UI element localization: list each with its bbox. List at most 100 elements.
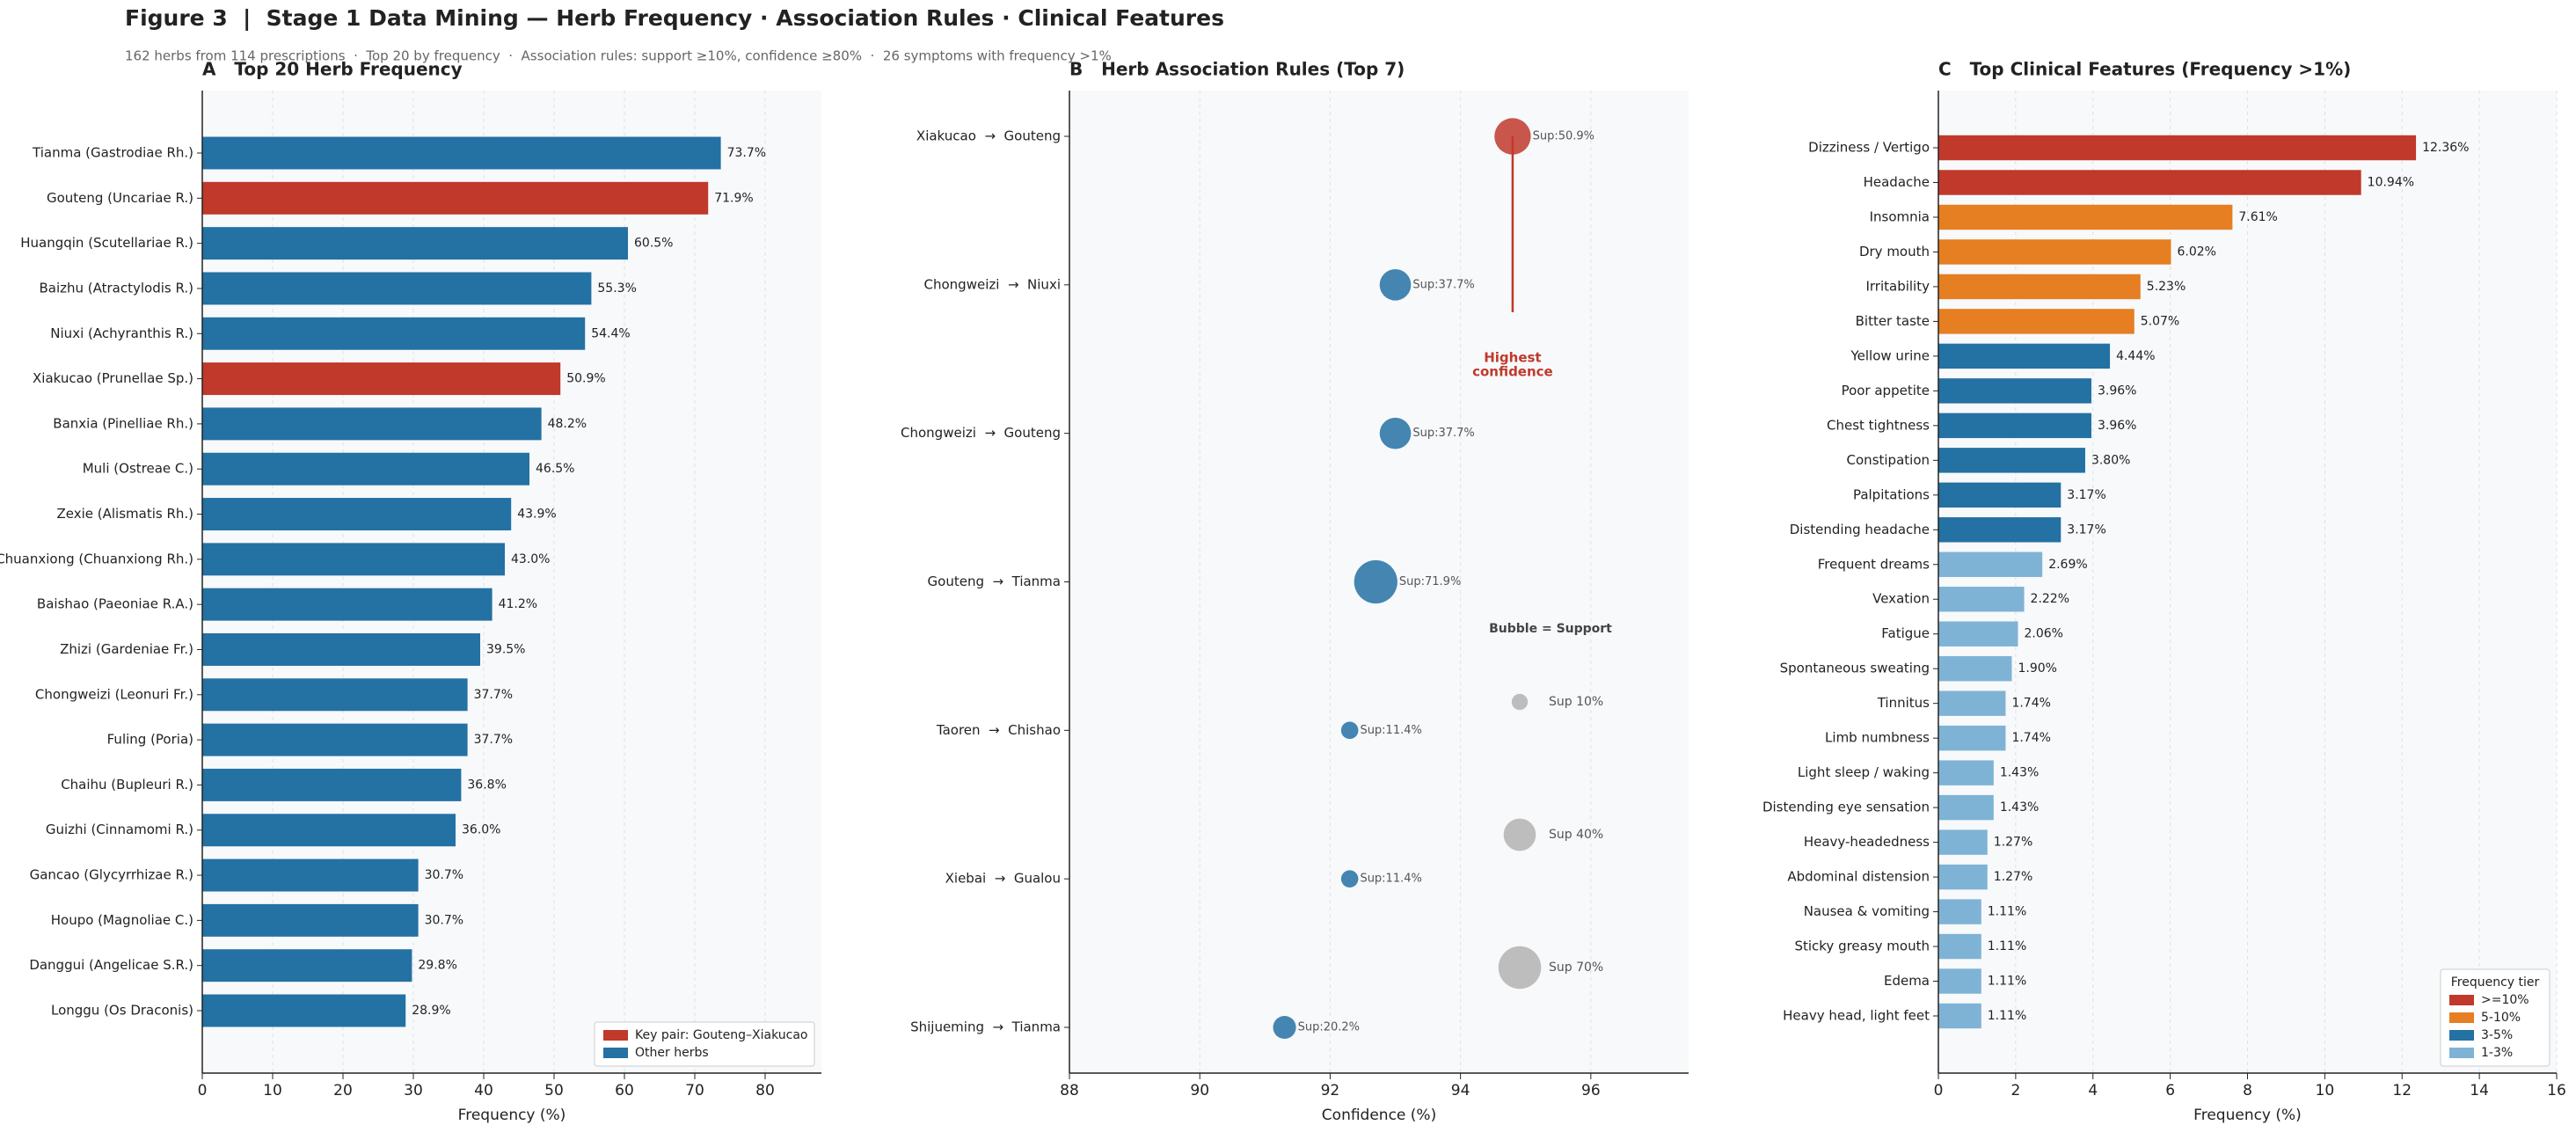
y-tick-label: Niuxi (Achyranthis R.) — [50, 325, 193, 341]
x-axis-label: Frequency (%) — [458, 1107, 566, 1124]
figure-subtitle: 162 herbs from 114 prescriptions · Top 2… — [125, 48, 1112, 64]
y-tick-label: Baizhu (Atractylodis R.) — [39, 280, 193, 296]
y-tick-label: Poor appetite — [1842, 383, 1930, 398]
legend-box — [594, 1021, 815, 1067]
bubble-label: Sup:37.7% — [1412, 278, 1474, 291]
bar — [1938, 621, 2018, 647]
value-label: 29.8% — [418, 959, 456, 973]
x-axis-label: Frequency (%) — [2193, 1107, 2302, 1124]
y-tick-label: Heavy-headedness — [1804, 834, 1930, 850]
y-tick-label: Yellow urine — [1850, 347, 1930, 363]
bar — [202, 362, 561, 396]
bar — [1938, 413, 2091, 439]
bar — [202, 814, 456, 847]
y-tick-label: Xiakucao → Gouteng — [916, 128, 1061, 144]
value-label: 43.0% — [511, 552, 550, 566]
value-label: 60.5% — [634, 237, 673, 251]
panel-title: A Top 20 Herb Frequency — [202, 59, 463, 80]
plot-background — [1938, 91, 2557, 1073]
value-label: 2.69% — [2048, 558, 2087, 572]
y-tick-label: Danggui (Angelicae S.R.) — [29, 957, 193, 973]
bubble — [1379, 417, 1412, 449]
bar — [1938, 587, 2025, 612]
bubble — [1494, 118, 1531, 155]
y-tick-label: Xiakucao (Prunellae Sp.) — [33, 370, 193, 386]
bar — [1938, 482, 2062, 508]
x-tick-label: 10 — [2316, 1082, 2335, 1099]
y-tick-label: Chaihu (Bupleuri R.) — [61, 777, 193, 793]
bubble-label: Sup:37.7% — [1412, 427, 1474, 440]
bar — [202, 498, 512, 530]
y-tick-label: Abdominal distension — [1787, 869, 1930, 885]
annotation: confidence — [1472, 364, 1553, 380]
bar — [1938, 517, 2062, 543]
value-label: 1.27% — [1994, 836, 2032, 850]
x-tick-label: 40 — [474, 1082, 493, 1099]
y-tick-label: Spontaneous sweating — [1780, 661, 1930, 676]
size-legend-title: Bubble = Support — [1489, 622, 1612, 636]
value-label: 48.2% — [548, 417, 587, 431]
y-tick-label: Muli (Ostreae C.) — [83, 461, 193, 477]
y-tick-label: Palpitations — [1853, 486, 1930, 502]
bar — [1938, 343, 2111, 369]
y-tick-label: Guizhi (Cinnamomi R.) — [46, 822, 193, 837]
x-tick-label: 70 — [685, 1082, 704, 1099]
x-tick-label: 4 — [2088, 1082, 2098, 1099]
value-label: 3.80% — [2091, 453, 2130, 467]
x-tick-label: 12 — [2392, 1082, 2412, 1099]
value-label: 5.07% — [2141, 314, 2179, 328]
value-label: 39.5% — [486, 642, 525, 656]
bubble-label: Sup:71.9% — [1399, 575, 1461, 588]
x-tick-label: 30 — [404, 1082, 423, 1099]
y-tick-label: Fuling (Poria) — [107, 732, 193, 748]
bar — [1938, 204, 2233, 230]
x-tick-label: 88 — [1060, 1082, 1079, 1099]
x-tick-label: 0 — [1934, 1082, 1944, 1099]
legend-label: Other herbs — [635, 1046, 709, 1060]
y-tick-label: Baishao (Paeoniae R.A.) — [37, 596, 193, 612]
legend-title: Frequency tier — [2451, 975, 2540, 990]
bar — [1938, 378, 2091, 404]
y-tick-label: Nausea & vomiting — [1804, 903, 1930, 919]
y-tick-label: Constipation — [1847, 452, 1930, 468]
bar — [202, 272, 592, 305]
value-label: 1.11% — [1988, 1009, 2026, 1023]
y-tick-label: Chongweizi → Niuxi — [924, 276, 1061, 292]
y-tick-label: Houpo (Magnoliae C.) — [51, 912, 193, 928]
bar — [202, 903, 419, 937]
bar — [202, 543, 505, 576]
bubble — [1354, 559, 1397, 604]
value-label: 1.11% — [1988, 905, 2026, 919]
bar — [1938, 725, 2006, 751]
size-legend-bubble — [1511, 693, 1529, 711]
x-axis-label: Confidence (%) — [1322, 1107, 1436, 1124]
bubble-label: Sup:20.2% — [1298, 1021, 1360, 1034]
value-label: 30.7% — [425, 868, 463, 882]
value-label: 4.44% — [2116, 349, 2155, 363]
bubble-label: Sup:50.9% — [1533, 130, 1594, 143]
bar — [202, 181, 709, 215]
legend-label: >=10% — [2481, 993, 2529, 1007]
legend-swatch — [603, 1048, 628, 1058]
y-tick-label: Huangqin (Scutellariae R.) — [20, 235, 193, 251]
value-label: 30.7% — [425, 913, 463, 927]
value-label: 6.02% — [2178, 245, 2216, 259]
y-tick-label: Xiebai → Gualou — [945, 871, 1061, 887]
y-tick-label: Dry mouth — [1859, 244, 1930, 259]
value-label: 37.7% — [474, 688, 513, 702]
y-tick-label: Insomnia — [1870, 208, 1930, 224]
size-legend-label: Sup 40% — [1549, 828, 1603, 842]
x-tick-label: 6 — [2165, 1082, 2175, 1099]
value-label: 3.17% — [2067, 522, 2105, 537]
bar — [1938, 968, 1981, 994]
x-tick-label: 50 — [544, 1082, 564, 1099]
bar — [1938, 933, 1981, 960]
size-legend-label: Sup 10% — [1549, 695, 1603, 709]
x-tick-label: 0 — [198, 1082, 208, 1099]
panel-title: C Top Clinical Features (Frequency >1%) — [1938, 59, 2351, 80]
annotation: Highest — [1484, 350, 1541, 366]
value-label: 55.3% — [597, 281, 636, 296]
y-tick-label: Tinnitus — [1877, 695, 1930, 711]
value-label: 1.74% — [2011, 731, 2050, 745]
